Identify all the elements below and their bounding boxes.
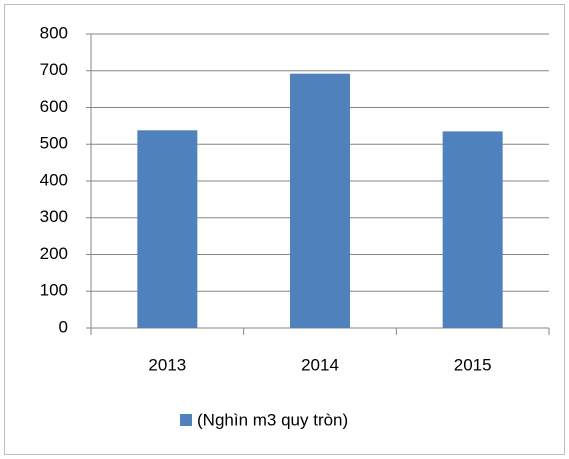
legend-label: (Nghìn m3 quy tròn)	[197, 410, 348, 429]
y-tick-label: 500	[40, 134, 68, 153]
y-tick-label: 400	[40, 170, 68, 189]
y-tick-label: 300	[40, 207, 68, 226]
y-tick-label: 0	[59, 317, 68, 336]
y-tick-label: 100	[40, 281, 68, 300]
y-tick-label: 800	[40, 23, 68, 42]
bar	[442, 131, 503, 328]
bar	[290, 73, 350, 328]
legend-swatch	[180, 414, 192, 426]
bar	[137, 130, 198, 328]
x-tick-label: 2014	[301, 355, 339, 374]
y-tick-label: 200	[40, 244, 68, 263]
x-tick-label: 2015	[454, 355, 492, 374]
y-tick-label: 700	[40, 60, 68, 79]
y-tick-label: 600	[40, 97, 68, 116]
x-tick-label: 2013	[148, 355, 186, 374]
